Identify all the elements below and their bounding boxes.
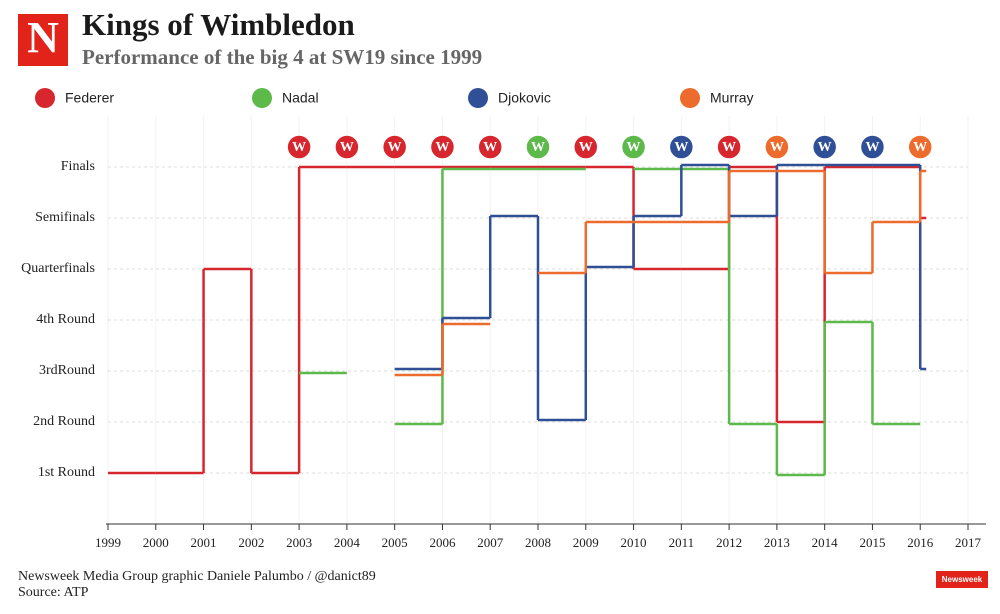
y-tick-label: 4th Round xyxy=(36,312,95,327)
chart-title: Kings of Wimbledon xyxy=(82,7,355,42)
winner-label: W xyxy=(483,140,497,155)
y-tick-label: Quarterfinals xyxy=(21,261,95,276)
badge: Newsweek xyxy=(942,575,983,584)
x-tick-label: 2009 xyxy=(573,535,599,550)
x-tick-label: 2003 xyxy=(286,535,312,550)
x-tick-label: 2012 xyxy=(716,535,742,550)
winner-badge xyxy=(716,134,742,160)
legend-label: Djokovic xyxy=(498,90,551,106)
winner-label: W xyxy=(340,140,354,155)
x-tick-label: 2005 xyxy=(382,535,408,550)
winner-label: W xyxy=(531,140,545,155)
winner-badge xyxy=(573,134,599,160)
winner-label: W xyxy=(292,140,306,155)
x-tick-label: 2014 xyxy=(812,535,839,550)
winner-label: W xyxy=(579,140,593,155)
x-tick-label: 2004 xyxy=(334,535,361,550)
logo-box xyxy=(18,14,68,66)
winner-badge xyxy=(859,134,886,160)
legend-marker xyxy=(468,88,488,108)
x-tick-label: 2001 xyxy=(191,535,217,550)
winner-label: W xyxy=(770,140,784,155)
y-tick-label: 2nd Round xyxy=(33,414,95,429)
x-tick-label: 2008 xyxy=(525,535,551,550)
y-tick-label: 3rdRound xyxy=(39,363,95,378)
credit: Newsweek Media Group graphic Daniele Pal… xyxy=(18,569,376,584)
winner-badge xyxy=(620,134,647,160)
winner-badge xyxy=(429,134,456,160)
x-tick-label: 2017 xyxy=(955,535,982,550)
legend-marker xyxy=(252,88,272,108)
winner-badge xyxy=(811,134,838,160)
chart-subtitle: Performance of the big 4 at SW19 since 1… xyxy=(82,45,482,69)
x-tick-label: 2006 xyxy=(429,535,456,550)
legend-label: Nadal xyxy=(282,90,319,106)
legend-label: Federer xyxy=(65,90,114,106)
winner-label: W xyxy=(818,140,832,155)
source: Source: ATP xyxy=(18,585,89,600)
x-tick-label: 2002 xyxy=(238,535,264,550)
winner-badge xyxy=(525,134,551,160)
x-tick-label: 2013 xyxy=(764,535,790,550)
winner-badge xyxy=(668,134,695,160)
winner-label: W xyxy=(435,140,449,155)
winner-label: W xyxy=(388,140,402,155)
winner-badge xyxy=(381,134,408,160)
x-tick-label: 2010 xyxy=(621,535,647,550)
legend-marker xyxy=(35,88,55,108)
x-tick-label: 2016 xyxy=(907,535,934,550)
winner-label: W xyxy=(913,140,927,155)
x-tick-label: 2000 xyxy=(143,535,169,550)
winner-label: W xyxy=(674,140,688,155)
legend-label: Murray xyxy=(710,90,754,106)
x-tick-label: 2015 xyxy=(859,535,885,550)
winner-badge xyxy=(334,134,360,160)
winner-badge xyxy=(907,134,933,160)
winner-label: W xyxy=(865,140,879,155)
winner-badge xyxy=(477,134,503,160)
x-tick-label: 2011 xyxy=(669,535,695,550)
x-tick-label: 1999 xyxy=(95,535,121,550)
winner-badge xyxy=(764,134,790,160)
y-tick-label: 1st Round xyxy=(38,465,95,480)
y-tick-label: Semifinals xyxy=(35,210,95,225)
winner-label: W xyxy=(627,140,641,155)
winner-label: W xyxy=(722,140,736,155)
y-tick-label: Finals xyxy=(61,159,95,174)
badge-box xyxy=(936,571,988,588)
x-tick-label: 2007 xyxy=(477,535,504,550)
legend-marker xyxy=(680,88,700,108)
logo: N xyxy=(27,13,59,62)
winner-badge xyxy=(286,134,312,160)
